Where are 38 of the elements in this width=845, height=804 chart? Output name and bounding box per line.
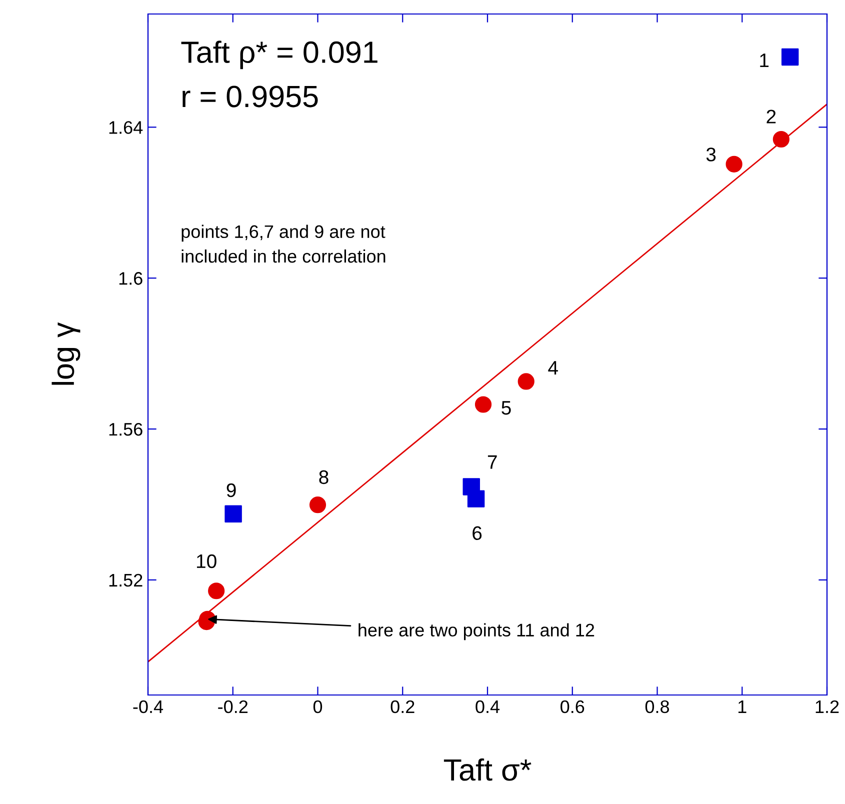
x-tick-label: 0.6	[560, 700, 584, 714]
annotation: points 1,6,7 and 9 are not included in the correlation	[182, 224, 386, 263]
y-tick-label: 1.52	[109, 574, 142, 587]
x-tick-label: 0.8	[645, 700, 670, 714]
x-tick-label: 0.2	[390, 700, 414, 714]
x-tick-label: -0.2	[218, 700, 248, 714]
annotation: r = 0.9955	[182, 86, 318, 108]
annotation: 4	[548, 361, 558, 375]
y-tick-label: 1.6	[119, 272, 142, 285]
point	[726, 156, 742, 172]
y-tick-label: 1.64	[109, 121, 143, 134]
point	[309, 496, 326, 514]
annotation: 7	[488, 455, 497, 469]
point	[474, 396, 492, 413]
point	[518, 373, 534, 390]
x-tick-label: -0.4	[133, 700, 164, 714]
annotation: 2	[766, 110, 776, 124]
annotation: 1	[760, 54, 769, 68]
point	[462, 478, 480, 496]
point	[208, 582, 225, 600]
point	[781, 48, 799, 66]
annotation: 3	[706, 148, 716, 162]
annotation: here are two points 11 and 12	[358, 623, 594, 640]
x-tick-label: 1.2	[816, 700, 839, 713]
x-tick-label: 0.4	[476, 700, 500, 714]
annotation: Taft ρ* = 0.091	[181, 40, 378, 70]
annotation: 10	[196, 554, 216, 568]
annotation: 8	[319, 470, 328, 484]
y-axis-title: log γ	[52, 322, 80, 385]
annotation: 5	[502, 401, 511, 415]
annotation: 6	[472, 526, 482, 540]
point	[224, 505, 242, 523]
y-tick-label: 1.56	[109, 422, 142, 436]
x-tick-label: 1	[738, 700, 746, 713]
point	[772, 130, 790, 148]
annotation: 9	[226, 483, 236, 498]
x-axis-title: Taft σ*	[444, 758, 532, 781]
x-tick-label: 0	[313, 700, 322, 714]
